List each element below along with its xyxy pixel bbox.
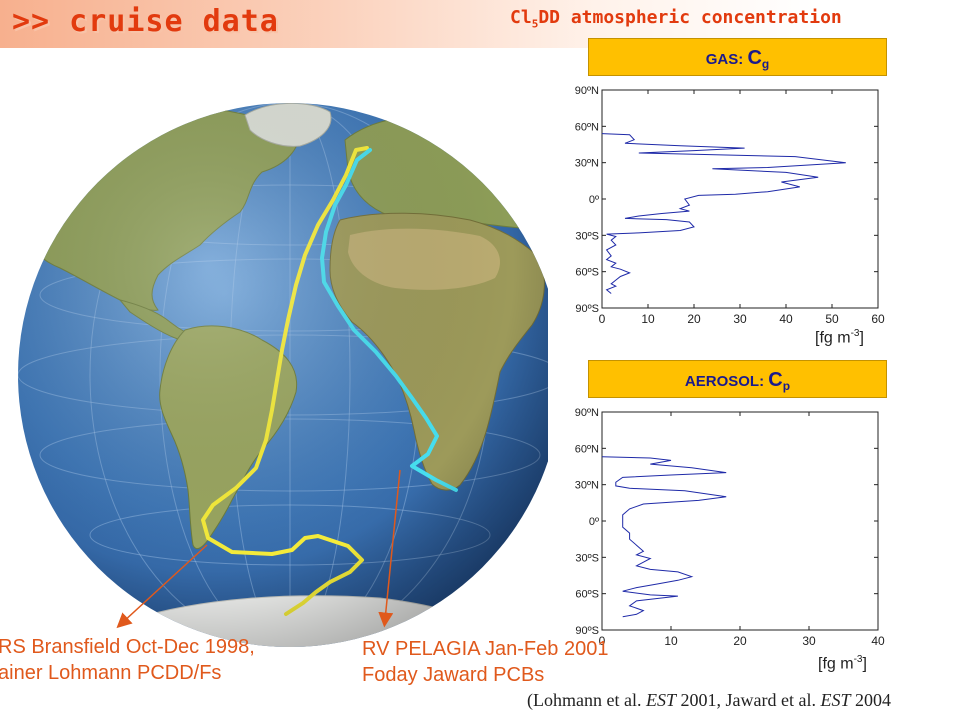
aerosol-symbol-subscript: p xyxy=(782,379,791,393)
plot-frame xyxy=(601,411,879,631)
x-tick-label: 30 xyxy=(802,634,816,648)
x-tick-label: 20 xyxy=(687,312,701,326)
aerosol-unit-sup: -3 xyxy=(853,654,863,665)
y-tick-label: 60ºS xyxy=(575,267,599,279)
citation-journal2: EST xyxy=(820,690,851,710)
gas-label: GAS: xyxy=(705,51,748,68)
gas-symbol-subscript: g xyxy=(761,57,770,71)
callout-bransfield: RS Bransfield Oct-Dec 1998, ainer Lohman… xyxy=(0,634,255,686)
y-tick-label: 60ºN xyxy=(575,443,599,455)
x-tick-label: 40 xyxy=(779,312,793,326)
gas-unit: [fg m-3] xyxy=(815,328,864,347)
x-tick-label: 50 xyxy=(825,312,839,326)
y-tick-label: 90ºN xyxy=(575,85,599,97)
callout-pelagia-line2: Foday Jaward PCBs xyxy=(362,664,545,686)
subtitle-prefix: Cl xyxy=(510,7,532,28)
aerosol-unit-pre: [fg m xyxy=(818,655,854,673)
x-tick-label: 60 xyxy=(871,312,885,326)
gas-unit-post: ] xyxy=(859,329,864,347)
y-tick-label: 60ºS xyxy=(575,589,599,601)
y-tick-label: 90ºN xyxy=(575,407,599,419)
citation-part2: 2001, Jaward et al. xyxy=(675,690,821,710)
slide-title: >> cruise data xyxy=(12,4,279,39)
callout-bransfield-line2: ainer Lohmann PCDD/Fs xyxy=(0,662,222,684)
gas-symbol: C xyxy=(747,47,762,69)
citation-part1: (Lohmann et al. xyxy=(527,690,646,710)
y-tick-label: 90ºS xyxy=(575,625,599,637)
aerosol-header: AEROSOL: Cp xyxy=(588,360,887,398)
citation-journal1: EST xyxy=(645,690,676,710)
aerosol-unit-post: ] xyxy=(862,655,867,673)
slide-subtitle: Cl5DD atmospheric concentration xyxy=(510,7,842,31)
y-tick-label: 90ºS xyxy=(575,303,599,315)
callout-pelagia: RV PELAGIA Jan-Feb 2001 Foday Jaward PCB… xyxy=(362,636,608,688)
gas-unit-pre: [fg m xyxy=(815,329,851,347)
y-tick-label: 30ºN xyxy=(575,480,599,492)
aerosol-unit: [fg m-3] xyxy=(818,654,867,673)
citation: (Lohmann et al. EST 2001, Jaward et al. … xyxy=(527,690,891,711)
citation-part3: 2004 xyxy=(850,690,891,710)
y-tick-label: 30ºN xyxy=(575,158,599,170)
x-tick-label: 20 xyxy=(733,634,747,648)
callout-arrow-left xyxy=(116,544,208,629)
profile-line xyxy=(601,456,727,618)
y-tick-label: 30ºS xyxy=(575,230,599,242)
x-tick-label: 0 xyxy=(599,312,606,326)
subtitle-rest: DD atmospheric concentration xyxy=(538,7,842,28)
globe-shading xyxy=(18,103,548,647)
aerosol-label: AEROSOL: xyxy=(684,373,769,390)
x-tick-label: 30 xyxy=(733,312,747,326)
subtitle-subscript: 5 xyxy=(531,17,539,31)
y-tick-label: 30ºS xyxy=(575,552,599,564)
callout-arrow-right xyxy=(378,469,401,628)
callout-bransfield-line1: RS Bransfield Oct-Dec 1998, xyxy=(0,636,255,658)
gas-unit-sup: -3 xyxy=(850,328,860,339)
gas-header: GAS: Cg xyxy=(588,38,887,76)
x-tick-label: 10 xyxy=(641,312,655,326)
profile-line xyxy=(601,133,846,294)
callout-pelagia-line1: RV PELAGIA Jan-Feb 2001 xyxy=(362,638,609,660)
x-tick-label: 40 xyxy=(871,634,885,648)
globe-map xyxy=(18,103,548,647)
y-tick-label: 0º xyxy=(589,194,599,206)
x-tick-label: 10 xyxy=(664,634,678,648)
y-tick-label: 0º xyxy=(589,516,599,528)
aerosol-symbol: C xyxy=(768,369,783,391)
y-tick-label: 60ºN xyxy=(575,121,599,133)
plot-frame xyxy=(601,89,879,309)
x-tick-label: 0 xyxy=(599,634,606,648)
